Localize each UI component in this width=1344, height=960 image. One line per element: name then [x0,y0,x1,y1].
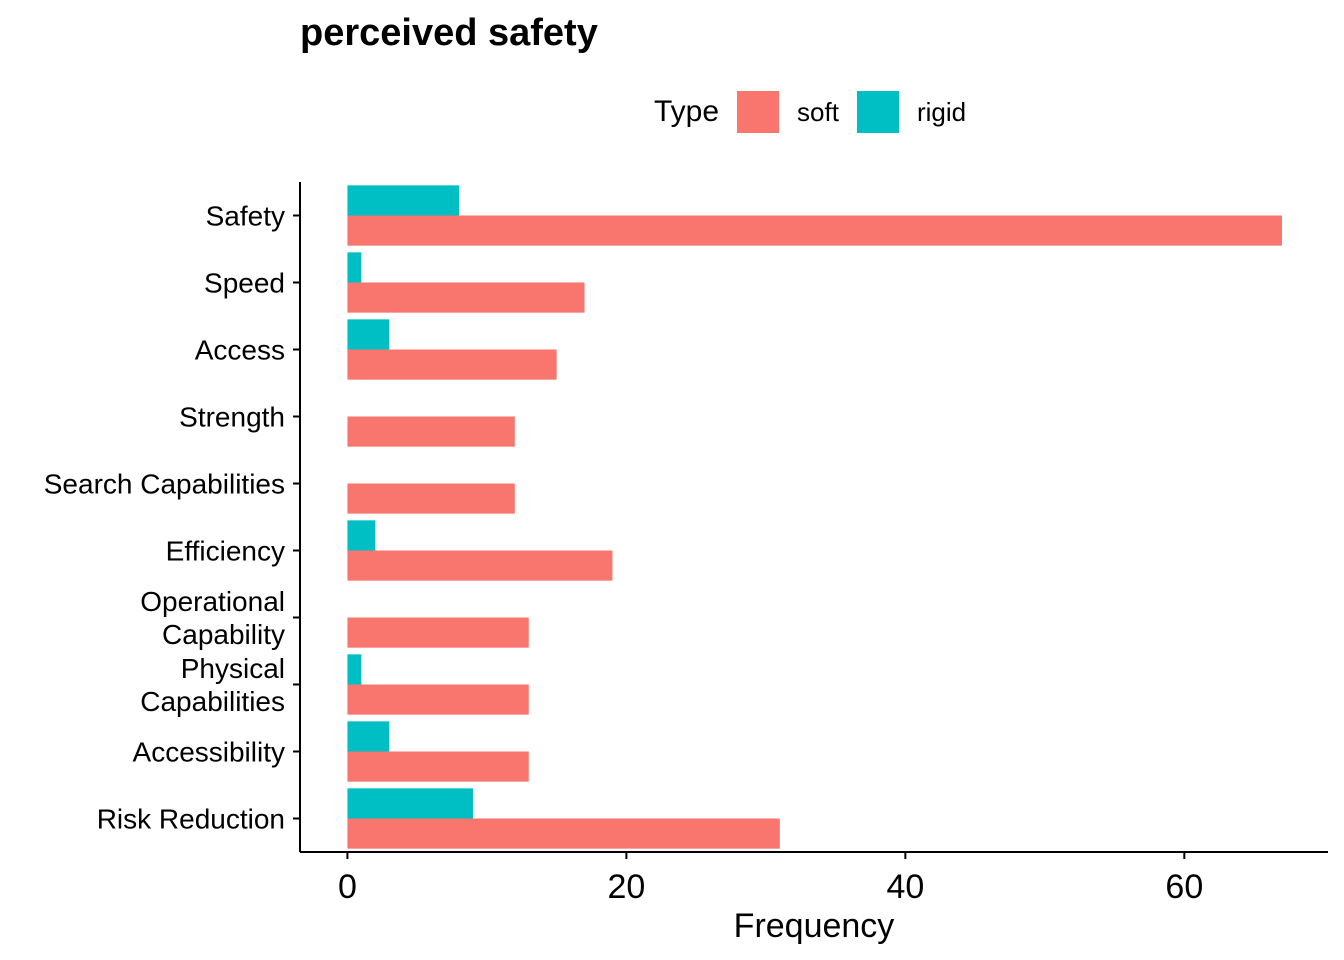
bar-soft-physical-capabilities [347,684,529,715]
bar-soft-accessibility [347,751,529,782]
bar-rigid-speed [347,252,362,283]
bar-rigid-risk-reduction [347,788,473,819]
y-tick-label-safety: Safety [206,200,285,231]
legend-label-rigid: rigid [916,96,967,127]
y-tick-label-physical-capabilities: Physical Capabilities [140,653,285,717]
y-tick-label-speed: Speed [204,267,285,298]
y-tick-label-search-capabilities: Search Capabilities [44,468,285,499]
y-tick-label-strength: Strength [179,401,285,432]
chart-title: perceived safety [300,12,598,54]
x-tick-label: 40 [886,868,924,906]
bar-soft-speed [347,282,585,313]
bar-soft-safety [347,215,1282,246]
bar-rigid-access [347,319,390,350]
x-tick-label: 60 [1165,868,1203,906]
bar-soft-strength [347,416,515,447]
bar-soft-risk-reduction [347,818,780,849]
legend: Type soft rigid [654,90,984,134]
bar-rigid-efficiency [347,520,376,551]
bar-soft-efficiency [347,550,613,581]
bar-rigid-safety [347,185,460,216]
legend-title: Type [654,95,720,128]
x-tick-label: 0 [338,868,357,906]
bar-rigid-accessibility [347,721,390,752]
x-axis-label: Frequency [734,907,895,945]
y-tick-label-efficiency: Efficiency [166,535,285,566]
y-tick-label-operational-capability: Operational Capability [140,586,285,650]
legend-key-rigid [856,91,899,133]
bar-rigid-physical-capabilities [347,654,362,685]
y-tick-label-risk-reduction: Risk Reduction [97,803,285,834]
y-tick-label-access: Access [195,334,285,365]
x-tick-label: 20 [607,868,645,906]
legend-label-soft: soft [797,96,839,127]
legend-key-soft [737,91,780,133]
bar-soft-access [347,349,557,380]
bar-soft-operational-capability [347,617,529,648]
y-tick-label-accessibility: Accessibility [133,736,285,767]
bar-soft-search-capabilities [347,483,515,514]
